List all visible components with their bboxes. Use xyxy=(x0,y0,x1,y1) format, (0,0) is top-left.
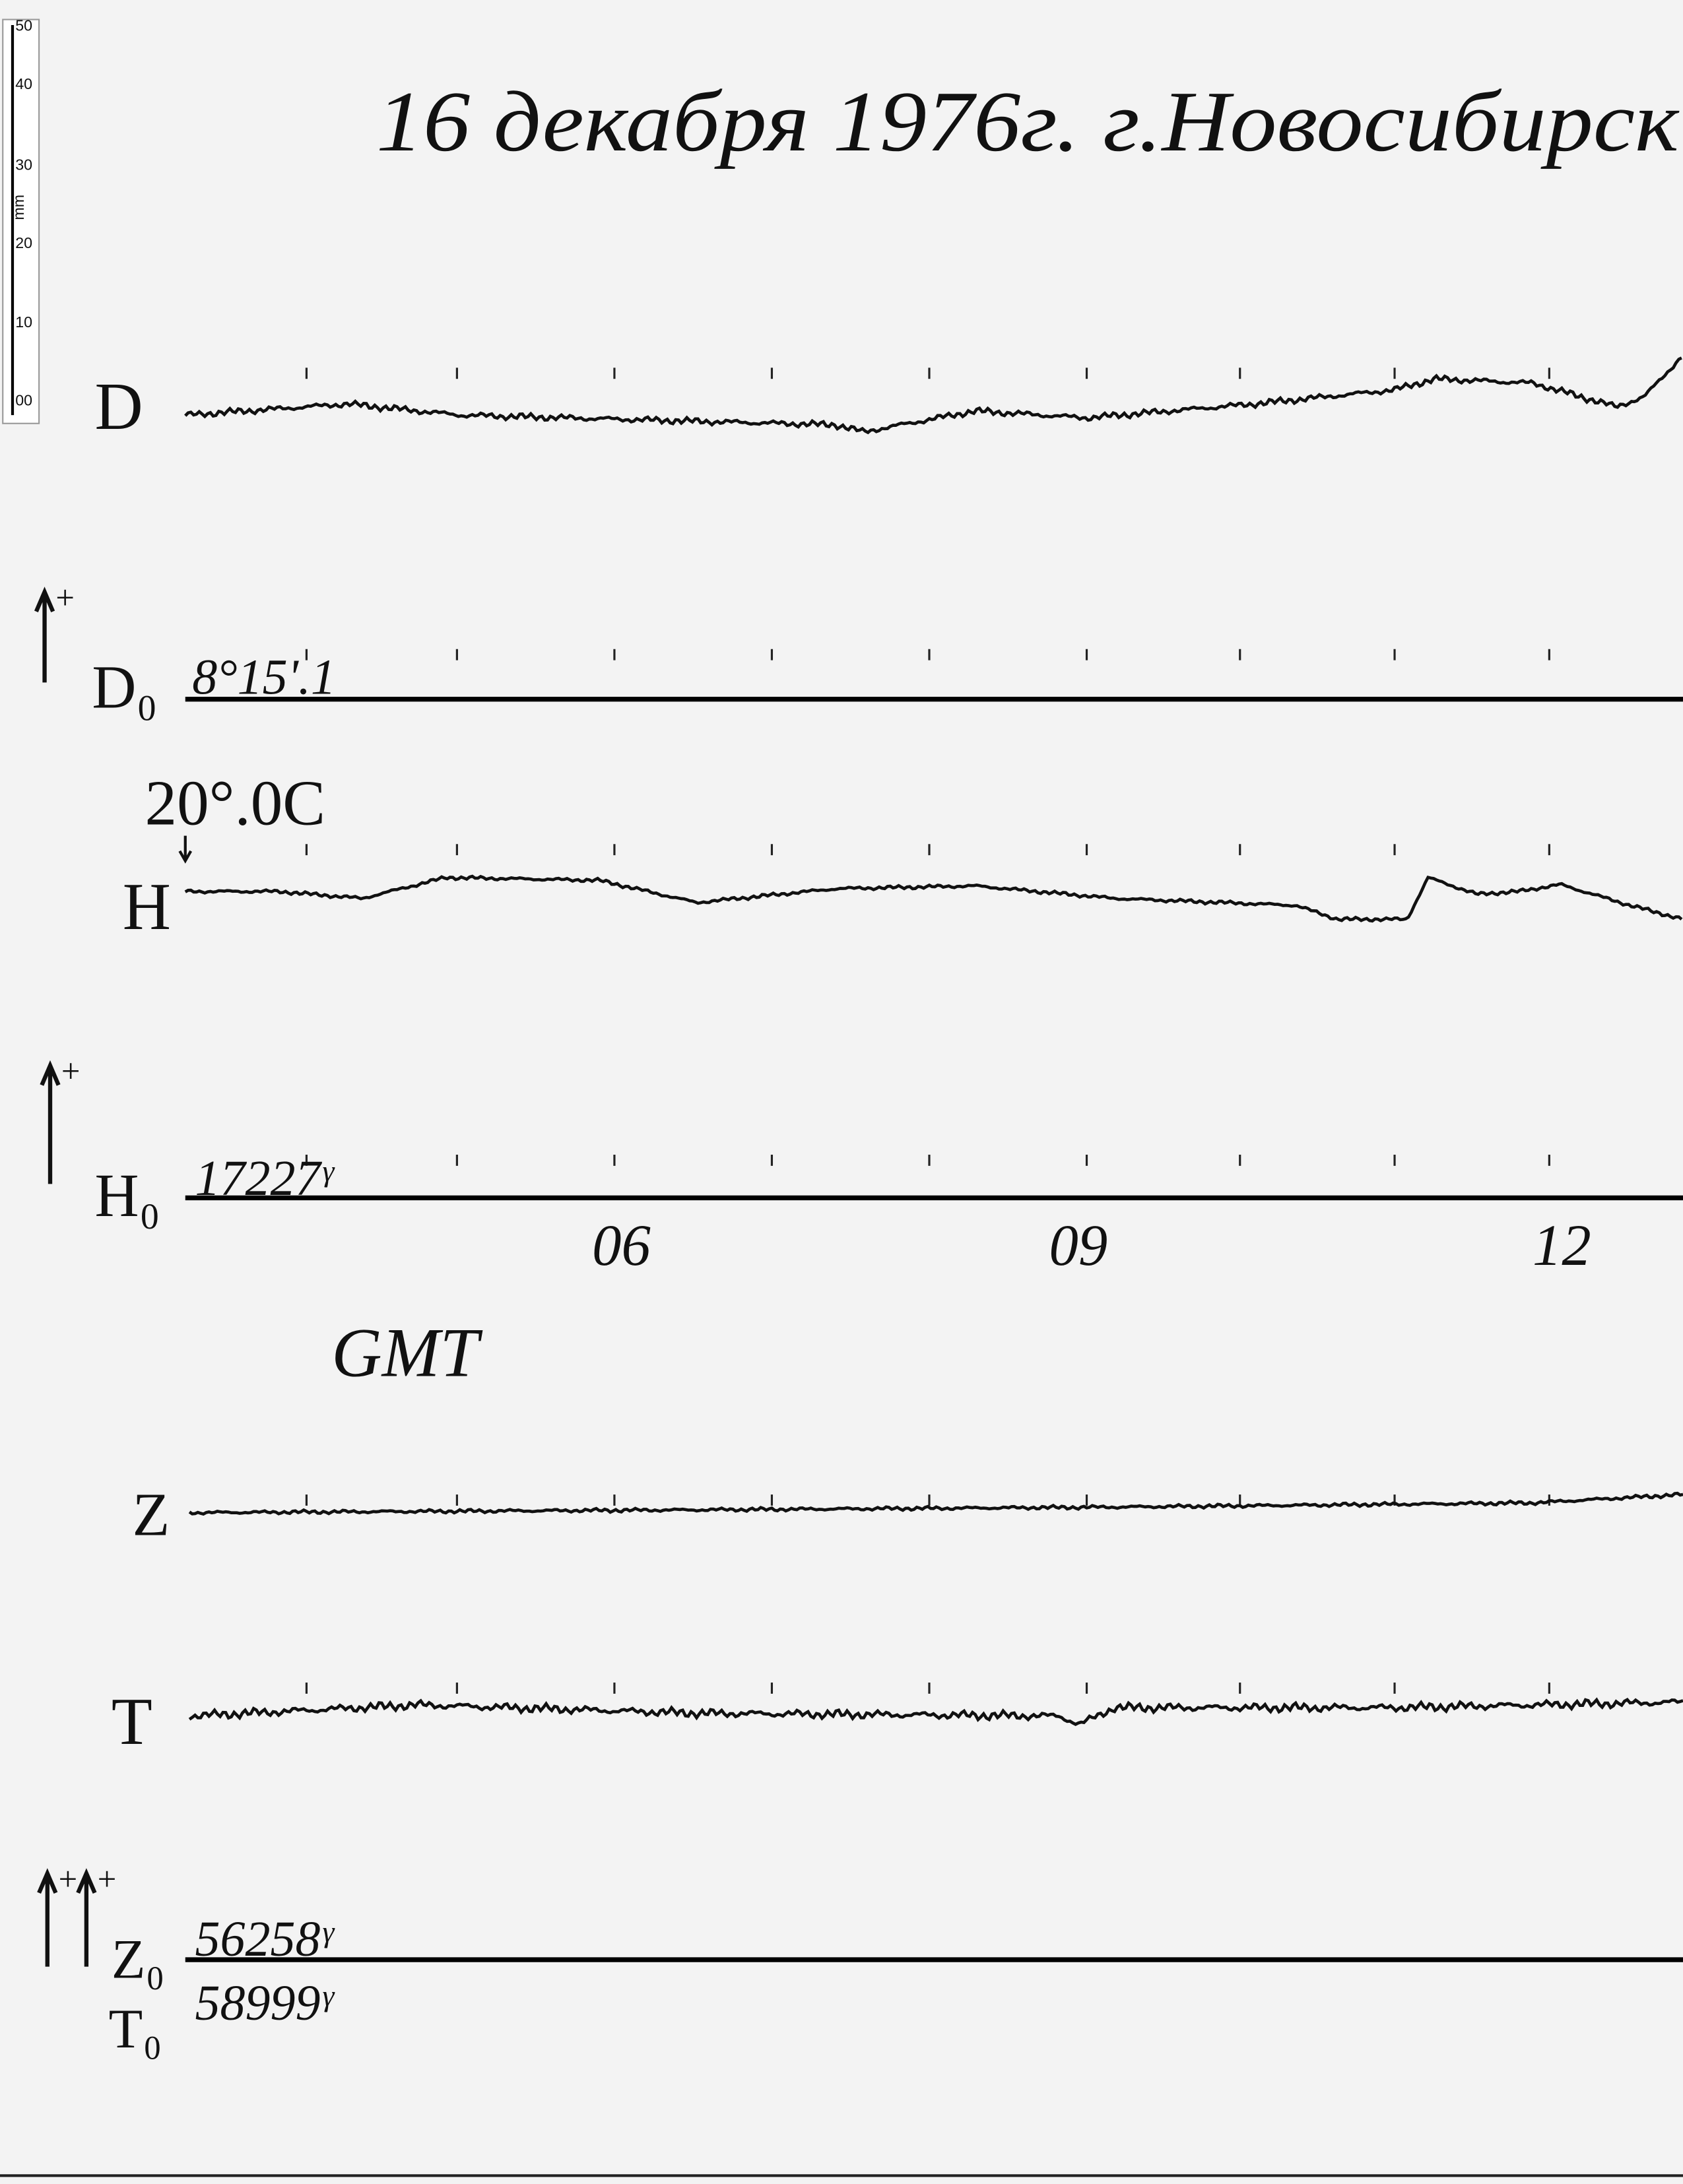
arrow-sign: + xyxy=(55,579,75,616)
arrow xyxy=(76,1868,97,1967)
baseline-label: Z₀ xyxy=(112,1929,165,1991)
arrow-sign: + xyxy=(98,1861,117,1898)
ruler-label: 20 xyxy=(15,234,32,251)
trace-label: T xyxy=(112,1685,152,1758)
trace-d xyxy=(184,356,1682,435)
arrow-sign: + xyxy=(59,1861,78,1898)
baseline-label: T₀ xyxy=(109,1999,162,2060)
baseline-label: H₀ xyxy=(95,1162,160,1230)
ruler xyxy=(2,18,40,424)
arrow xyxy=(34,587,55,683)
temp-arrow xyxy=(178,835,193,864)
trace-label: D xyxy=(95,369,143,443)
ruler-label: 40 xyxy=(15,75,32,92)
title: 16 декабря 1976г. г.Новосибирск xyxy=(376,74,1680,170)
trace-z xyxy=(188,1491,1683,1516)
baseline-value: 58999ᵞ xyxy=(195,1975,335,2031)
ruler-unit: mm xyxy=(10,195,27,220)
arrow xyxy=(40,1060,61,1184)
time-unit: GMT xyxy=(331,1314,482,1392)
trace-label: Z xyxy=(133,1481,170,1549)
hour-label: 06 xyxy=(592,1213,651,1278)
ruler-label: 30 xyxy=(15,156,32,174)
trace-t xyxy=(188,1697,1683,1726)
hour-label: 09 xyxy=(1049,1213,1108,1278)
ruler-label: 50 xyxy=(15,16,32,34)
ruler-label: 00 xyxy=(15,391,32,408)
arrow-sign: + xyxy=(61,1052,81,1089)
temperature: 20°.0C xyxy=(145,768,326,839)
ruler-label: 10 xyxy=(15,313,32,331)
baseline-value: 8°15'.1 xyxy=(192,649,336,705)
arrow xyxy=(37,1868,58,1967)
baseline-label: D₀ xyxy=(92,653,157,721)
trace-label: H xyxy=(123,870,171,944)
hour-label: 12 xyxy=(1533,1213,1591,1278)
trace-h xyxy=(184,874,1683,923)
